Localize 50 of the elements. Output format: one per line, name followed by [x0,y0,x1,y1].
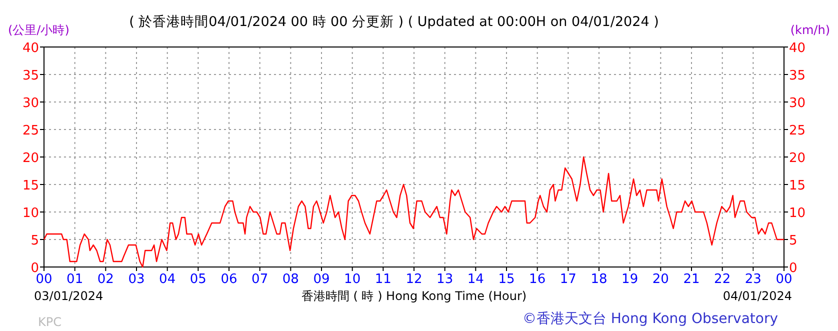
x-tick-label: 00 [36,272,52,287]
x-tick-label: 06 [220,272,238,287]
y-axis-title: (公里/小時) [8,23,70,37]
x-tick-label: 19 [622,272,638,287]
x-tick-label: 05 [190,272,206,287]
x-tick-label: 23 [744,272,762,287]
y-tick-label: 30 [22,96,39,111]
y2-tick-label: 25 [789,124,806,138]
x-tick-label: 20 [652,272,669,287]
y-tick-label: 20 [22,151,39,166]
y2-tick-label: 5 [789,234,798,248]
y2-tick-label: 10 [789,206,806,221]
text: ©香港天文台 Hong Kong Observatory [522,311,778,327]
x-tick-label: 11 [374,272,392,287]
text: 03/01/2024 [34,289,104,303]
x-tick-label: 02 [97,272,114,287]
x-tick-label: 17 [560,272,576,287]
x-tick-label: 16 [529,272,546,287]
x-tick-label: 10 [344,272,361,287]
y-tick-label: 5 [30,234,39,248]
y-tick-label: 10 [22,206,39,221]
text: KPC [38,315,62,329]
x-tick-label: 00 [776,272,792,287]
x-axis-title: 香港時間 ( 時 ) Hong Kong Time (Hour) [301,289,527,303]
x-tick-label: 22 [714,272,731,287]
y2-axis-title: (km/h) [790,23,830,37]
y-tick-label: 35 [22,68,39,84]
x-tick-label: 08 [282,272,299,287]
y2-tick-label: 15 [789,178,806,194]
x-tick-label: 21 [683,272,700,287]
x-tick-label: 12 [406,272,422,287]
x-tick-label: 14 [467,272,484,287]
x-tick-label: 01 [66,272,84,287]
y2-tick-label: 30 [789,96,806,111]
x-tick-label: 03 [128,272,145,287]
y2-tick-label: 20 [789,151,806,166]
x-tick-label: 15 [498,272,515,287]
y2-tick-label: 40 [789,41,806,56]
x-tick-label: 07 [252,272,268,287]
x-tick-label: 18 [590,272,608,287]
text: 04/01/2024 [722,289,792,303]
line-series [43,156,785,268]
y-tick-label: 40 [22,41,39,56]
x-tick-label: 04 [159,272,176,287]
y-tick-label: 25 [22,124,39,138]
chart-title: ( 於香港時間04/01/2024 00 時 00 分更新 ) ( Updated at 00:00H on 04/01/2024 ) [129,14,659,30]
x-tick-label: 09 [313,272,330,287]
y-tick-label: 15 [22,178,39,194]
x-tick-label: 13 [436,272,454,287]
y2-tick-label: 35 [789,68,806,84]
